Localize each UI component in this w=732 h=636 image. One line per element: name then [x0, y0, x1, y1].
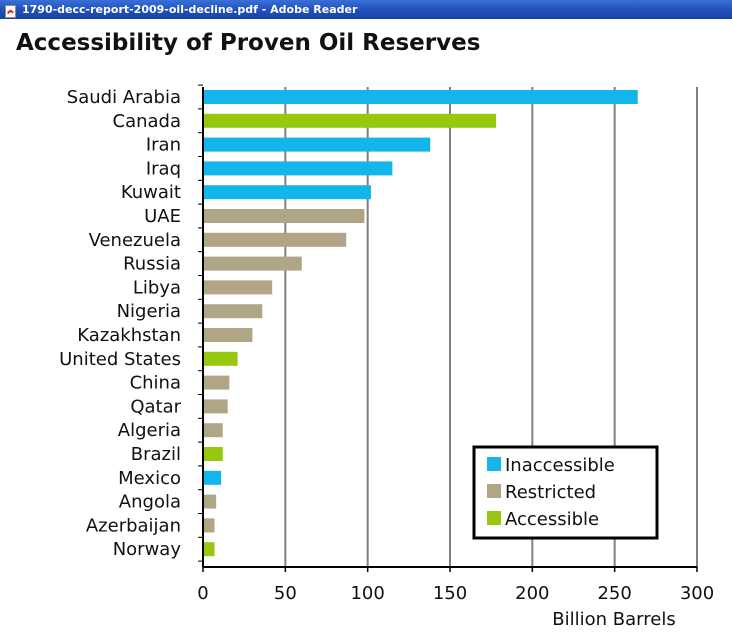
- legend-swatch-inaccessible: [487, 457, 501, 471]
- y-category-label: UAE: [144, 206, 181, 227]
- bar-angola: [203, 494, 217, 509]
- bar-azerbaijan: [203, 518, 215, 533]
- bar-china: [203, 375, 230, 390]
- x-tick-label: 200: [515, 583, 549, 604]
- legend-swatch-accessible: [487, 511, 501, 525]
- pdf-document-icon: [4, 3, 17, 18]
- y-category-label: Venezuela: [89, 230, 181, 251]
- x-tick-label: 50: [274, 583, 297, 604]
- legend-box: [472, 445, 659, 540]
- y-category-label: Mexico: [118, 468, 181, 489]
- y-category-label: Qatar: [130, 396, 181, 417]
- bar-libya: [203, 280, 273, 295]
- bar-venezuela: [203, 232, 347, 247]
- x-tick-label: 300: [680, 583, 714, 604]
- bar-iran: [203, 137, 431, 152]
- y-category-label: Azerbaijan: [86, 515, 181, 536]
- x-tick-label: 150: [433, 583, 467, 604]
- bar-saudi-arabia: [203, 90, 638, 104]
- legend-label-restricted: Restricted: [505, 482, 596, 503]
- y-category-label: Norway: [113, 539, 182, 560]
- chart-title: Accessibility of Proven Oil Reserves: [16, 30, 481, 56]
- y-category-label: Iraq: [146, 158, 181, 179]
- y-category-label: Kuwait: [121, 182, 181, 203]
- y-category-label: Canada: [113, 111, 182, 132]
- bar-kuwait: [203, 185, 371, 200]
- window-titlebar: 1790-decc-report-2009-oil-decline.pdf - …: [0, 0, 732, 19]
- legend-label-accessible: Accessible: [505, 509, 599, 530]
- bar-qatar: [203, 399, 228, 414]
- y-category-label: China: [130, 373, 181, 394]
- bar-norway: [203, 542, 215, 557]
- bar-iraq: [203, 161, 393, 176]
- y-category-label: Saudi Arabia: [67, 87, 181, 108]
- x-tick-label: 250: [597, 583, 631, 604]
- y-category-label: Libya: [133, 277, 181, 298]
- legend-swatch-restricted: [487, 484, 501, 498]
- x-tick-label: 100: [350, 583, 384, 604]
- bar-mexico: [203, 470, 222, 485]
- window-title: 1790-decc-report-2009-oil-decline.pdf - …: [22, 3, 358, 16]
- y-category-label: Brazil: [131, 444, 181, 465]
- bar-russia: [203, 256, 302, 271]
- y-category-label: Nigeria: [117, 301, 181, 322]
- bar-kazakhstan: [203, 328, 253, 342]
- y-category-label: Angola: [119, 492, 181, 513]
- legend-label-inaccessible: Inaccessible: [505, 455, 615, 476]
- y-category-label: Iran: [146, 135, 181, 156]
- y-category-label: United States: [59, 349, 181, 370]
- y-category-label: Algeria: [118, 420, 181, 441]
- bar-nigeria: [203, 304, 263, 319]
- bar-uae: [203, 209, 365, 223]
- bar-united-states: [203, 351, 238, 366]
- bar-brazil: [203, 447, 223, 461]
- bar-canada: [203, 113, 497, 128]
- y-category-label: Russia: [123, 254, 181, 275]
- y-category-label: Kazakhstan: [77, 325, 181, 346]
- x-axis-title: Billion Barrels: [552, 609, 675, 630]
- bar-algeria: [203, 423, 223, 438]
- x-tick-label: 0: [197, 583, 208, 604]
